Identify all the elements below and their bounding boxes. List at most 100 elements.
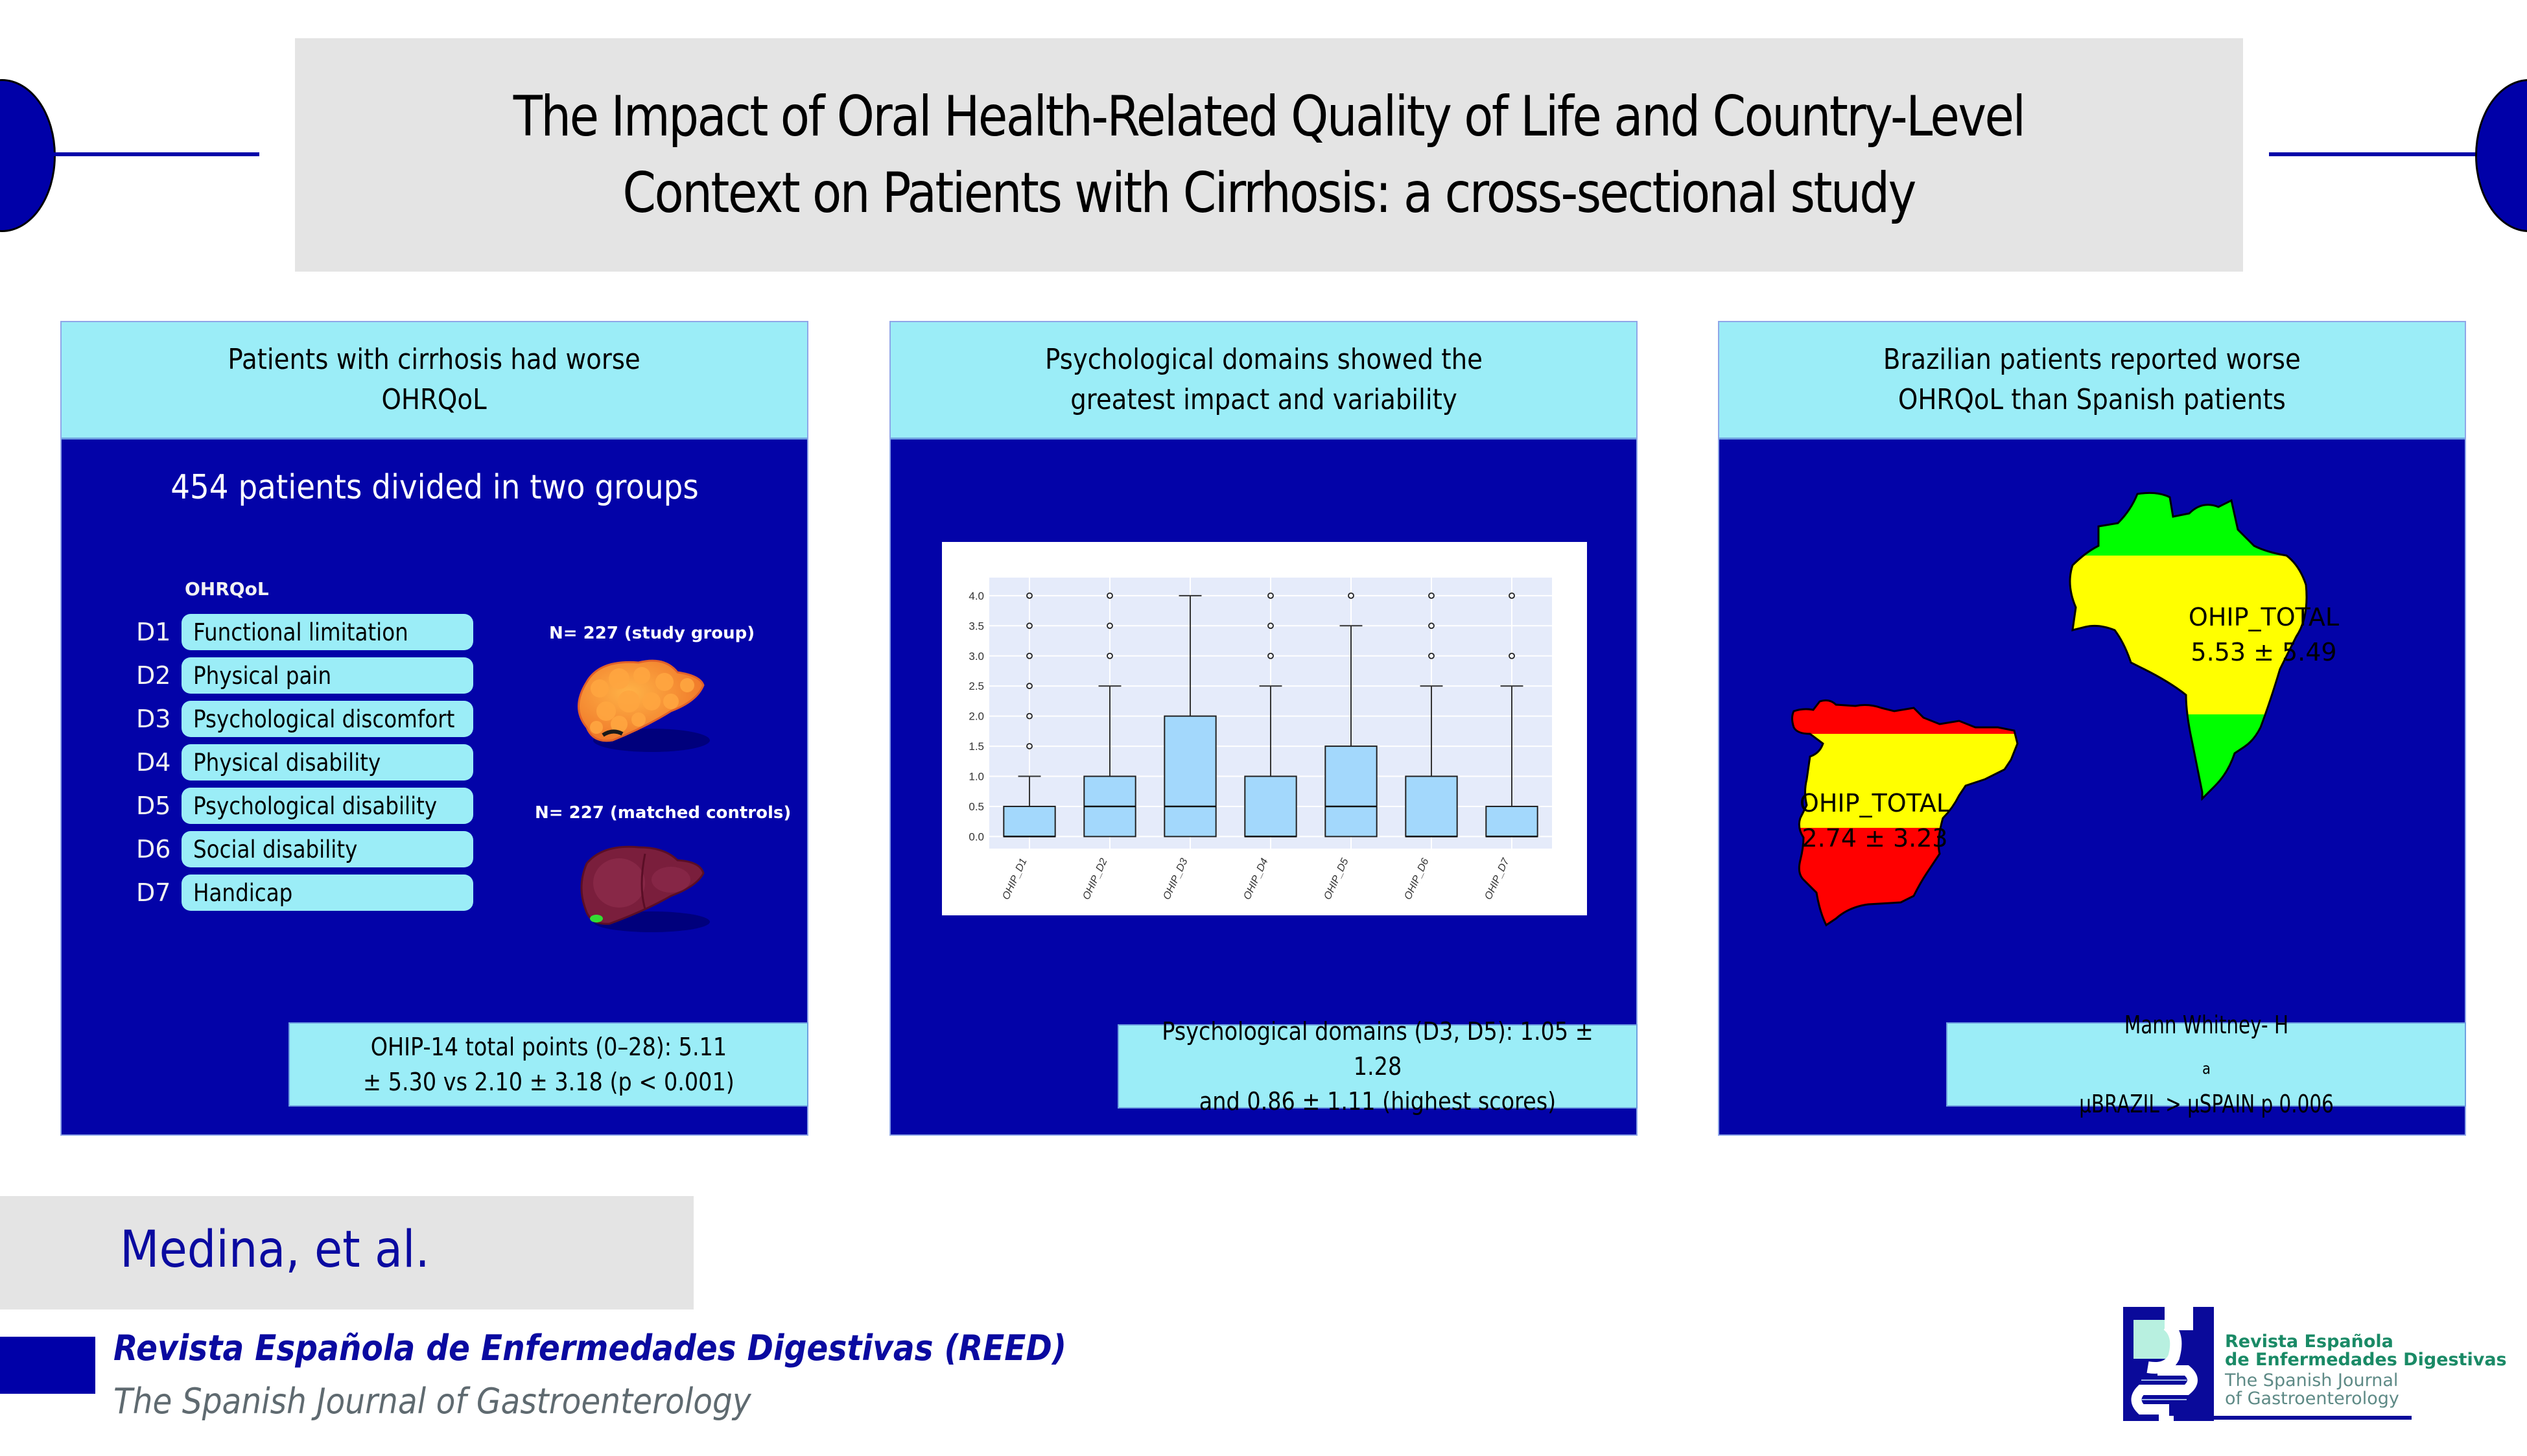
outlier-point <box>1026 622 1033 629</box>
domain-code: D3 <box>136 705 171 733</box>
y-tick-label: 1.5 <box>969 740 984 753</box>
panel-domains-header: Psychological domains showed the greates… <box>891 322 1636 440</box>
logo-underline <box>2204 1416 2412 1420</box>
box <box>1324 746 1378 838</box>
boxplot-chart: 0.0 0.5 1.0 1.5 2.0 2.5 3.0 3.5 4.0 OHIP_D1 OHIP_D… <box>969 578 1552 902</box>
journal-logo-icon <box>2123 1307 2214 1422</box>
domain-pill: Handicap <box>182 875 473 911</box>
y-tick-label: 1.0 <box>969 771 984 783</box>
panel-domains: Psychological domains showed the greates… <box>889 321 1638 1136</box>
callout-line-1: Psychological domains (D3, D5): 1.05 ± 1… <box>1162 1017 1593 1081</box>
groups-title: 454 patients divided in two groups <box>170 468 699 507</box>
domain-code: D7 <box>136 878 171 907</box>
domain-row: D3 Psychological discomfort <box>136 701 473 737</box>
outlier-point <box>1348 592 1354 599</box>
x-tick-label: OHIP_D1 <box>1000 857 1029 902</box>
outlier-point <box>1107 652 1113 659</box>
brazil-ohip-value: 5.53 ± 5.49 <box>2191 638 2337 666</box>
x-tick-label: OHIP_D6 <box>1402 856 1431 901</box>
box <box>1244 775 1297 838</box>
author-box: Medina, et al. <box>0 1196 694 1309</box>
box <box>1003 805 1056 838</box>
brazil-flag-green-bottom <box>2070 714 2307 799</box>
domain-pill: Psychological discomfort <box>182 701 473 737</box>
callout-text: Mann Whitney- H <box>2124 1011 2288 1040</box>
callout-line-2: and 0.86 ± 1.11 (highest scores) <box>1199 1087 1557 1116</box>
outlier-point <box>1026 743 1033 749</box>
title-box: The Impact of Oral Health-Related Qualit… <box>295 38 2243 272</box>
outlier-point <box>1026 652 1033 659</box>
spain-map <box>1791 699 2019 927</box>
y-tick-label: 2.0 <box>969 710 984 723</box>
spain-ohip-value: 2.74 ± 3.23 <box>1802 824 1948 852</box>
outlier-point <box>1267 622 1274 629</box>
outlier-point <box>1026 592 1033 599</box>
panel-patients: Patients with cirrhosis had worse OHRQoL… <box>60 321 808 1136</box>
journal-name-es: Revista Española de Enfermedades Digesti… <box>113 1328 1067 1368</box>
panel-domains-callout: Psychological domains (D3, D5): 1.05 ± 1… <box>1118 1017 1638 1116</box>
outlier-point <box>1509 652 1515 659</box>
callout-text-2: µBRAZIL > µSPAIN p 0.006 <box>2078 1089 2334 1118</box>
outlier-point <box>1428 622 1435 629</box>
logo-title: Revista Española de Enfermedades Digesti… <box>2225 1333 2507 1369</box>
domain-row: D7 Handicap <box>136 875 473 911</box>
healthy-liver-icon <box>580 845 710 932</box>
logo-line-1: Revista Española <box>2225 1332 2393 1352</box>
y-tick-label: 2.5 <box>969 680 984 692</box>
y-tick-label: 4.0 <box>969 590 984 602</box>
y-tick-label: 0.5 <box>969 801 984 813</box>
domain-code: D1 <box>136 618 171 646</box>
header-line-1: Psychological domains showed the <box>1044 343 1483 376</box>
domain-pill: Physical pain <box>182 657 473 694</box>
domain-row: D4 Physical disability <box>136 744 473 781</box>
study-group-label: N= 227 (study group) <box>549 624 755 643</box>
domain-pill: Psychological disability <box>182 788 473 824</box>
callout-line-1: OHIP-14 total points (0–28): 5.11 <box>370 1033 727 1061</box>
box <box>1485 805 1538 838</box>
brazil-flag-green-top <box>2070 493 2307 556</box>
header-line-1: Patients with cirrhosis had worse <box>228 343 641 376</box>
domain-pill: Functional limitation <box>182 614 473 650</box>
page-title: The Impact of Oral Health-Related Qualit… <box>513 78 2026 231</box>
callout-subscript: a <box>2202 1059 2211 1078</box>
y-tick-label: 0.0 <box>969 830 984 843</box>
header-line-2: OHRQoL than Spanish patients <box>1898 383 2286 416</box>
panel-patients-callout: OHIP-14 total points (0–28): 5.11 ± 5.30… <box>288 1022 808 1107</box>
callout-line-2: ± 5.30 vs 2.10 ± 3.18 (p < 0.001) <box>362 1068 735 1096</box>
outlier-point <box>1267 592 1274 599</box>
logo-line-2: de Enfermedades Digestivas <box>2225 1350 2507 1370</box>
brazil-ohip: OHIP_TOTAL 5.53 ± 5.49 <box>2141 600 2387 670</box>
panel-countries-callout: Mann Whitney- H a µBRAZIL > µSPAIN p 0.00… <box>1946 1011 2466 1118</box>
spain-ohip: OHIP_TOTAL 2.74 ± 3.23 <box>1784 786 1966 856</box>
x-tick-label: OHIP_D5 <box>1322 856 1350 901</box>
brazil-ohip-label: OHIP_TOTAL <box>2188 603 2340 631</box>
x-tick-label: OHIP_D3 <box>1161 856 1190 901</box>
header-line-2: greatest impact and variability <box>1070 383 1457 416</box>
outlier-point <box>1107 592 1113 599</box>
domain-row: D1 Functional limitation <box>136 614 473 650</box>
author-name: Medina, et al. <box>120 1221 430 1279</box>
brazil-map <box>2069 491 2308 801</box>
outlier-point <box>1428 652 1435 659</box>
logo-line-4: of Gastroenterology <box>2225 1389 2399 1409</box>
outlier-point <box>1107 622 1113 629</box>
logo-line-3: The Spanish Journal <box>2225 1370 2399 1391</box>
domain-code: D5 <box>136 792 171 820</box>
domain-code: D6 <box>136 835 171 863</box>
panel-countries: Brazilian patients reported worse OHRQoL… <box>1718 321 2466 1136</box>
x-tick-label: OHIP_D4 <box>1241 856 1270 901</box>
boxplot-card: 0.0 0.5 1.0 1.5 2.0 2.5 3.0 3.5 4.0 OHIP_D1 OHIP_D… <box>942 542 1587 915</box>
right-decor-line <box>2269 152 2483 156</box>
right-decor-circle <box>2475 79 2527 232</box>
title-line-1: The Impact of Oral Health-Related Qualit… <box>513 84 2026 149</box>
spain-ohip-label: OHIP_TOTAL <box>1799 789 1951 817</box>
domain-row: D2 Physical pain <box>136 657 473 694</box>
outlier-point <box>1267 652 1274 659</box>
domain-pill: Physical disability <box>182 744 473 781</box>
outlier-point <box>1026 712 1033 720</box>
header-line-1: Brazilian patients reported worse <box>1883 343 2301 376</box>
cirrhotic-liver-icon <box>578 659 710 752</box>
box <box>1164 715 1217 838</box>
y-tick-label: 3.0 <box>969 650 984 663</box>
left-decor-line <box>45 152 259 156</box>
